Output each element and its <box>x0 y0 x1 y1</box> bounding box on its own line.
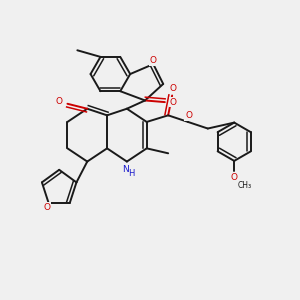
Text: CH₃: CH₃ <box>238 181 252 190</box>
Text: O: O <box>56 97 63 106</box>
Text: H: H <box>128 169 134 178</box>
Text: O: O <box>169 98 177 106</box>
Text: O: O <box>44 203 50 212</box>
Text: N: N <box>122 165 129 174</box>
Text: O: O <box>169 84 177 93</box>
Text: O: O <box>150 56 157 65</box>
Text: O: O <box>185 111 192 120</box>
Text: O: O <box>231 173 238 182</box>
